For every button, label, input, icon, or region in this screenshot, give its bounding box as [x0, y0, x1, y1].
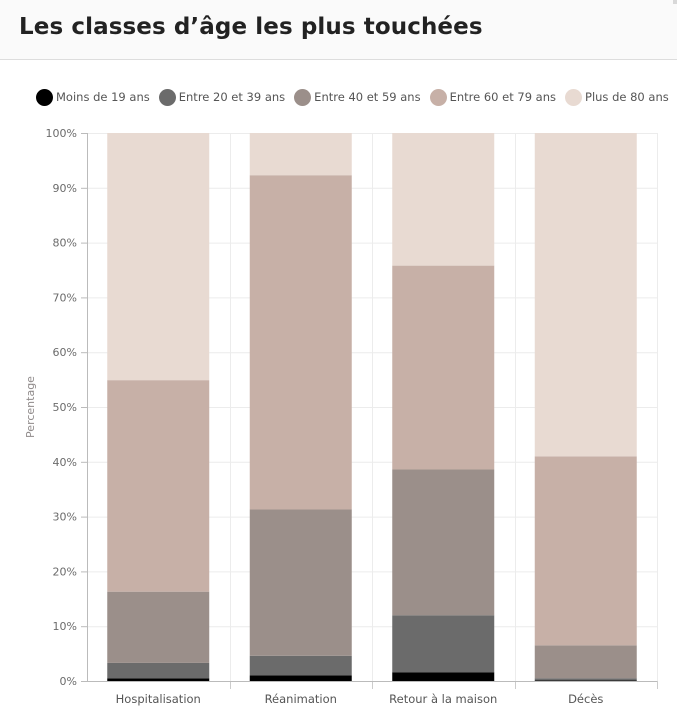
bar-segment[interactable]	[107, 133, 210, 381]
y-tick-label: 100%	[46, 127, 77, 140]
bar-segment[interactable]	[392, 615, 495, 673]
legend-item[interactable]: Moins de 19 ans	[36, 88, 150, 106]
y-tick-label: 90%	[53, 182, 77, 195]
corner-mark	[673, 0, 677, 4]
legend-label: Entre 20 et 39 ans	[178, 90, 286, 104]
legend-label: Plus de 80 ans	[585, 90, 669, 104]
y-tick-label: 10%	[53, 620, 77, 633]
category-label: Retour à la maison	[389, 692, 497, 706]
bar-segment[interactable]	[534, 680, 637, 681]
chart-header: Les classes d’âge les plus touchées	[0, 0, 677, 60]
y-tick-label: 70%	[53, 291, 77, 304]
y-tick-label: 50%	[53, 401, 77, 414]
bar-segment[interactable]	[534, 133, 637, 457]
chart-legend: Moins de 19 ans Entre 20 et 39 ans Entre 4…	[36, 88, 677, 106]
chart-title: Les classes d’âge les plus touchées	[19, 14, 483, 40]
category-label: Hospitalisation	[116, 692, 201, 706]
legend-item[interactable]: Entre 60 et 79 ans	[429, 88, 557, 106]
bar-segment[interactable]	[249, 509, 352, 656]
legend-label: Entre 60 et 79 ans	[449, 90, 557, 104]
bar-segment[interactable]	[249, 655, 352, 676]
legend-item[interactable]: Entre 20 et 39 ans	[158, 88, 286, 106]
y-tick-label: 40%	[53, 456, 77, 469]
legend-label: Entre 40 et 59 ans	[314, 90, 421, 104]
y-tick-label: 60%	[53, 346, 77, 359]
legend-item[interactable]: Entre 40 et 59 ans	[294, 88, 421, 106]
y-tick-label: 0%	[60, 675, 77, 688]
bar-segment[interactable]	[107, 380, 210, 592]
bar-segment[interactable]	[392, 265, 495, 470]
bar-segment[interactable]	[392, 133, 495, 266]
bar-segment[interactable]	[534, 456, 637, 646]
bar-segment[interactable]	[392, 469, 495, 616]
y-tick-label: 20%	[53, 565, 77, 578]
category-label: Décès	[568, 692, 603, 706]
y-tick-label: 30%	[53, 511, 77, 524]
legend-swatch	[294, 88, 312, 106]
legend-swatch	[429, 88, 447, 106]
bar-segment[interactable]	[249, 133, 352, 176]
bar-segment[interactable]	[107, 662, 210, 679]
bar-segment[interactable]	[249, 175, 352, 510]
legend-swatch	[158, 88, 176, 106]
bar-segment[interactable]	[249, 675, 352, 681]
bar-segment[interactable]	[534, 645, 637, 679]
legend-item[interactable]: Plus de 80 ans	[565, 88, 669, 106]
legend-label: Moins de 19 ans	[56, 90, 150, 104]
legend-swatch	[565, 88, 583, 106]
y-tick-label: 80%	[53, 237, 77, 250]
category-label: Réanimation	[265, 692, 337, 706]
bar-segment[interactable]	[107, 591, 210, 663]
bar-segment[interactable]	[107, 678, 210, 681]
bar-segment[interactable]	[392, 672, 495, 681]
legend-swatch	[36, 88, 53, 106]
bar-segment[interactable]	[534, 678, 637, 681]
y-axis-title: Percentage	[24, 376, 37, 438]
